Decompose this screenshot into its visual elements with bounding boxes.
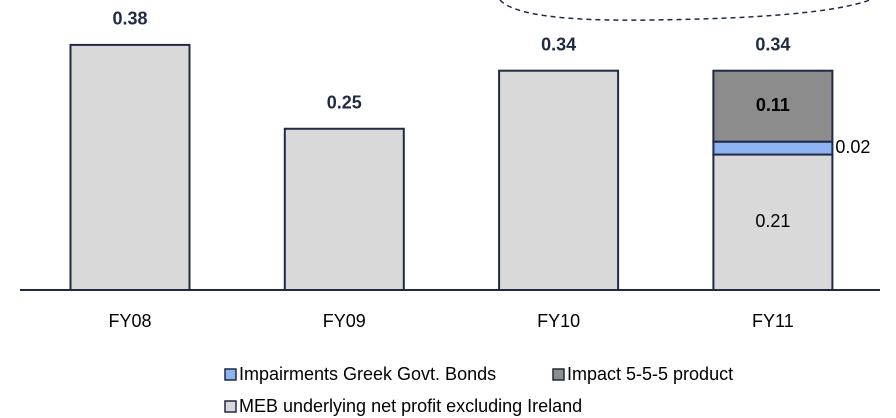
- total-label: 0.25: [327, 93, 362, 113]
- x-tick-label: FY08: [108, 311, 151, 331]
- total-label: 0.34: [541, 34, 576, 54]
- total-label: 0.38: [112, 9, 147, 29]
- bar-segment: [283, 127, 405, 291]
- data-label: 0.21: [755, 211, 790, 231]
- x-tick-label: FY10: [537, 311, 580, 331]
- bar-segment: [498, 69, 620, 291]
- legend-label: MEB underlying net profit excluding Irel…: [239, 396, 582, 416]
- total-label: 0.34: [755, 34, 790, 54]
- legend-swatch: [224, 400, 237, 413]
- legend-label: Impact 5-5-5 product: [567, 364, 733, 384]
- callout-ellipse: [499, 0, 871, 21]
- bar-segment: [712, 69, 834, 143]
- legend-label: Impairments Greek Govt. Bonds: [239, 364, 496, 384]
- legend-swatch: [224, 368, 237, 381]
- x-tick-label: FY09: [323, 311, 366, 331]
- x-tick-label: FY11: [752, 311, 794, 331]
- bar-segment: [712, 153, 834, 291]
- legend-swatch: [552, 368, 565, 381]
- bar-segment: [69, 43, 191, 292]
- data-label: 0.02: [835, 137, 870, 157]
- bar-segment: [712, 140, 834, 156]
- data-label: 0.11: [756, 95, 790, 115]
